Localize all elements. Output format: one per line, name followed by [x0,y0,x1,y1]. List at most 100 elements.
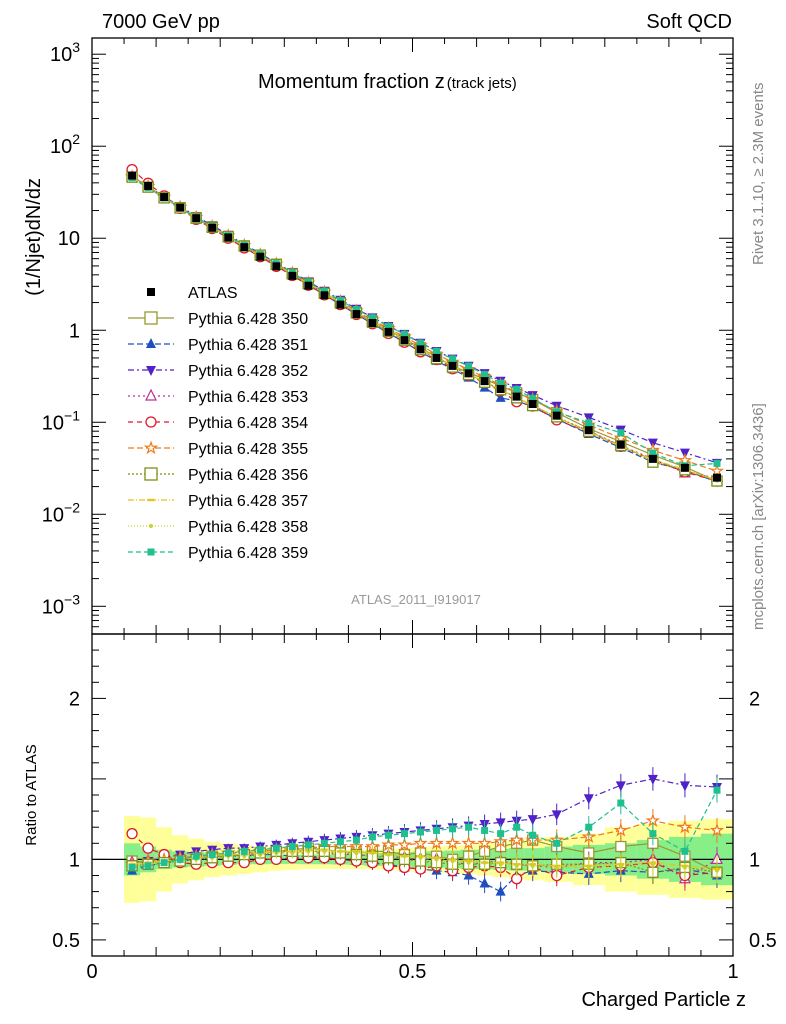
legend-item-s358: Pythia 6.428 358 [128,519,308,536]
atlas-point [512,392,521,401]
ratio-point-s355 [445,835,460,850]
ratio-point-s359 [320,839,328,847]
legend-label: Pythia 6.428 351 [188,337,308,354]
ratio-point-s354 [142,842,154,854]
x-tick-label: 0.5 [399,961,427,983]
main-line-s357 [131,176,718,481]
y-tick-label: 10 [58,228,80,250]
mcplots-label: mcplots.cern.ch [arXiv:1306.3436] [750,403,767,630]
main-point-s359 [713,459,721,467]
analysis-id: ATLAS_2011_I919017 [351,592,481,607]
ratio-point-s355 [709,822,725,837]
legend-marker-s353 [145,388,157,401]
legend-marker-s356 [144,467,158,481]
atlas-point [648,454,657,463]
legend-item-s357: Pythia 6.428 357 [128,493,308,510]
y-axis-title: (1/Njet)dN/dz [23,178,45,296]
ratio-line-s358 [132,850,718,872]
legend-marker-s351 [146,338,156,348]
ratio-point-s358 [514,863,519,868]
ratio-point-s358 [682,865,687,870]
atlas-point [528,399,537,408]
atlas-point [432,353,441,362]
main-point-s355 [709,463,725,478]
x-axis-title: Charged Particle z [581,989,746,1011]
atlas-point [208,223,217,232]
atlas-point [272,262,281,271]
legend-item-s352: Pythia 6.428 352 [128,363,308,380]
main-point-s359 [529,394,537,402]
legend-label: Pythia 6.428 353 [188,389,308,406]
ratio-point-s358 [418,855,423,860]
ratio-point-s355 [613,822,629,837]
legend-item-atlas: ATLAS [147,285,238,302]
legend-label: Pythia 6.428 354 [188,415,308,432]
ratio-point-s359 [176,855,184,863]
ratio-point-s359 [128,863,136,871]
ratio-tick-label-left: 0.5 [52,930,80,952]
atlas-point [192,214,201,223]
ratio-point-s359 [384,831,392,839]
ratio-point-s359 [529,831,537,839]
legend-label: Pythia 6.428 357 [188,493,308,510]
atlas-point [680,463,689,472]
ratio-point-s359 [553,839,561,847]
ratio-point-s358 [466,860,471,865]
ratio-tick-label-left: 1 [69,849,80,871]
legend-label: Pythia 6.428 358 [188,519,308,536]
plot-title-main: Momentum fraction z [258,71,445,93]
rivet-label: Rivet 3.1.10, ≥ 2.3M events [750,83,767,266]
ratio-tick-label-right: 1 [749,849,760,871]
ratio-panel-series [124,767,725,902]
ratio-series-s359 [128,777,721,871]
ratio-point-s358 [306,849,311,854]
ratio-point-s359 [417,828,425,836]
legend-label: Pythia 6.428 350 [188,311,308,328]
ratio-point-s352 [615,781,626,792]
main-point-s359 [352,306,360,314]
ratio-point-s358 [618,863,623,868]
main-point-s359 [617,429,625,437]
ratio-point-s355 [461,835,476,850]
ratio-point-s359 [400,830,408,838]
atlas-point [368,318,377,327]
plot-title-sub: (track jets) [447,75,517,92]
y-tick-label: 10−1 [42,407,80,434]
ratio-point-s351 [495,885,506,896]
ratio-point-s358 [530,863,535,868]
ratio-point-s352 [551,810,562,821]
ratio-point-s358 [370,850,375,855]
legend-marker-s355 [143,440,159,455]
ratio-point-s359 [256,846,264,854]
ratio-point-s350 [615,840,627,853]
y-tick-label: 103 [50,39,80,66]
y-tick-label: 10−2 [42,499,80,526]
ratio-point-s358 [498,862,503,867]
main-line-s358 [131,176,718,482]
main-line-s351 [131,177,718,483]
ratio-point-s358 [402,854,407,859]
main-line-s350 [131,175,718,482]
atlas-point [464,369,473,378]
ratio-point-s358 [386,852,391,857]
ratio-point-s352 [527,815,538,826]
ratio-line-s356 [132,850,718,873]
ratio-point-s358 [650,862,655,867]
x-tick-label: 1 [727,961,738,983]
ratio-point-s358 [482,860,487,865]
ratio-point-s359 [208,851,216,859]
ratio-point-s358 [354,850,359,855]
atlas-point [384,327,393,336]
ratio-point-s355 [477,835,492,850]
ratio-point-s359 [368,833,376,841]
ratio-point-s359 [585,823,593,831]
ratio-tick-label-right: 2 [749,688,760,710]
y-tick-label: 1 [69,320,80,342]
ratio-point-s355 [413,835,428,850]
ratio-point-s352 [495,818,506,829]
atlas-point [616,440,625,449]
ratio-point-s359 [144,862,152,870]
ratio-point-s359 [352,836,360,844]
atlas-point [144,181,153,190]
